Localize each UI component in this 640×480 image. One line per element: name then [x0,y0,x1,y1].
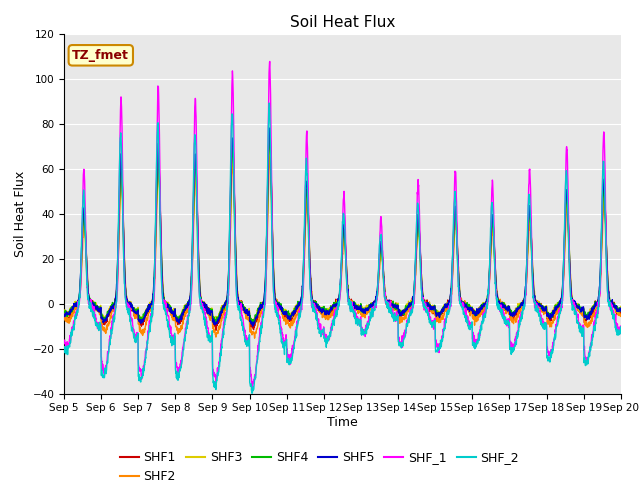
SHF5 [60,311,68,317]
SHF_1 [371,302,379,308]
SHF4 [371,299,379,305]
SHF4 [266,134,273,140]
Line: SHF_2: SHF_2 [64,103,621,393]
SHF4 [211,321,219,327]
SHF3 [359,308,367,313]
Y-axis label: Soil Heat Flux: Soil Heat Flux [14,170,27,257]
SHF2 [216,326,223,332]
SHF3 [568,296,576,301]
Title: Soil Heat Flux: Soil Heat Flux [290,15,395,30]
SHF_1 [584,360,591,366]
SHF_2 [359,327,367,333]
SHF_2 [216,362,223,368]
SHF_2 [60,349,68,355]
SHF4 [568,296,576,301]
SHF2 [60,315,68,321]
Line: SHF4: SHF4 [64,137,621,324]
Text: TZ_fmet: TZ_fmet [72,49,129,62]
SHF_2 [617,324,625,330]
Line: SHF5: SHF5 [64,128,621,326]
SHF5 [216,314,223,320]
SHF_1 [568,302,576,308]
SHF1 [60,308,68,313]
SHF3 [250,321,257,326]
SHF_1 [359,332,367,337]
SHF_2 [584,358,591,363]
SHF4 [617,305,625,311]
Line: SHF3: SHF3 [64,143,621,324]
SHF1 [266,133,274,139]
SHF5 [359,307,367,312]
SHF2 [266,154,274,159]
SHF5 [266,125,273,131]
SHF1 [371,299,379,304]
SHF3 [371,300,379,306]
SHF_1 [249,384,257,390]
SHF3 [505,302,513,308]
SHF_1 [266,59,274,64]
Line: SHF2: SHF2 [64,156,621,338]
SHF4 [584,314,591,320]
SHF1 [568,295,576,301]
SHF_2 [248,390,256,396]
SHF1 [359,311,367,317]
SHF3 [216,311,223,316]
SHF5 [617,307,625,312]
SHF3 [584,314,591,320]
SHF3 [266,140,273,145]
SHF_1 [60,341,68,347]
SHF2 [371,304,379,310]
SHF2 [505,311,513,317]
SHF1 [617,310,625,316]
SHF_1 [505,324,513,330]
Line: SHF_1: SHF_1 [64,61,621,387]
SHF_2 [568,302,576,308]
SHF1 [216,314,223,320]
SHF_2 [505,322,513,328]
SHF1 [212,327,220,333]
SHF2 [584,324,591,330]
SHF3 [60,308,68,313]
SHF5 [371,301,379,307]
SHF_2 [266,100,273,106]
SHF2 [251,336,259,341]
SHF1 [505,307,513,313]
Line: SHF1: SHF1 [64,136,621,330]
SHF2 [617,312,625,317]
Legend: SHF1, SHF2, SHF3, SHF4, SHF5, SHF_1, SHF_2: SHF1, SHF2, SHF3, SHF4, SHF5, SHF_1, SHF… [115,446,524,480]
SHF1 [584,315,591,321]
SHF_1 [216,360,223,366]
SHF4 [359,307,367,312]
SHF4 [216,311,223,316]
SHF5 [249,324,257,329]
X-axis label: Time: Time [327,416,358,429]
SHF2 [568,295,576,300]
SHF5 [584,315,591,321]
SHF5 [505,305,513,311]
SHF3 [617,304,625,310]
SHF_2 [371,305,379,311]
SHF_1 [617,324,625,330]
SHF4 [60,309,68,314]
SHF2 [359,311,367,316]
SHF4 [505,305,513,311]
SHF5 [568,295,576,301]
